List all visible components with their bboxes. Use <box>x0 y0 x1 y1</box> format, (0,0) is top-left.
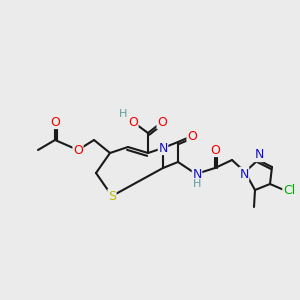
Text: N: N <box>192 169 202 182</box>
Text: O: O <box>187 130 197 142</box>
Text: S: S <box>108 190 116 202</box>
Text: O: O <box>128 116 138 128</box>
Text: O: O <box>73 143 83 157</box>
Text: H: H <box>193 179 201 189</box>
Text: O: O <box>157 116 167 128</box>
Text: O: O <box>50 116 60 128</box>
Text: N: N <box>158 142 168 154</box>
Text: N: N <box>239 167 249 181</box>
Text: O: O <box>210 143 220 157</box>
Text: H: H <box>119 109 127 119</box>
Text: Cl: Cl <box>283 184 295 196</box>
Text: N: N <box>254 148 264 161</box>
